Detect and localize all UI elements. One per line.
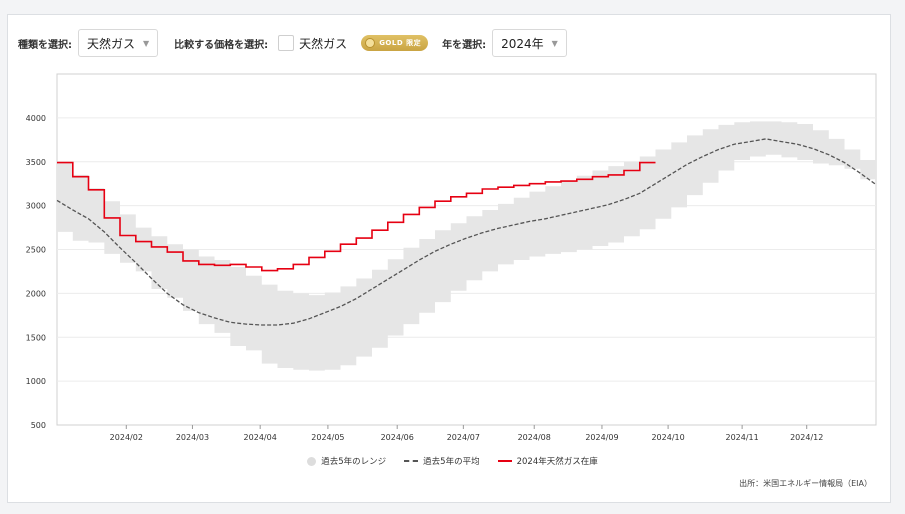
legend-avg[interactable]: 過去5年の平均 bbox=[404, 455, 480, 467]
current-swatch-icon bbox=[497, 460, 512, 462]
y-tick-label: 2000 bbox=[26, 289, 46, 298]
year-select[interactable]: 2024年 ▼ bbox=[492, 29, 567, 57]
y-tick-label: 3500 bbox=[26, 158, 46, 167]
avg-line bbox=[56, 138, 877, 326]
y-tick-label: 1000 bbox=[26, 377, 46, 386]
type-label: 種類を選択: bbox=[18, 39, 72, 51]
x-tick-label: 2024/02 bbox=[110, 433, 143, 442]
range-band bbox=[57, 121, 876, 371]
y-tick-label: 500 bbox=[31, 421, 46, 430]
year-select-value: 2024年 bbox=[501, 36, 544, 51]
type-select-value: 天然ガス bbox=[87, 36, 136, 51]
legend-range[interactable]: 過去5年のレンジ bbox=[307, 455, 386, 467]
compare-label: 比較する価格を選択: bbox=[174, 39, 269, 51]
coin-icon bbox=[365, 38, 376, 48]
x-tick-label: 2024/04 bbox=[244, 433, 277, 442]
y-tick-label: 3000 bbox=[26, 202, 46, 211]
gold-badge-label: GOLD 限定 bbox=[379, 39, 422, 47]
avg-swatch-icon bbox=[404, 460, 419, 462]
x-tick-label: 2024/08 bbox=[518, 433, 551, 442]
x-tick-label: 2024/11 bbox=[726, 433, 759, 442]
x-tick-label: 2024/05 bbox=[311, 433, 344, 442]
range-swatch-icon bbox=[307, 456, 317, 466]
year-label: 年を選択: bbox=[442, 39, 487, 51]
legend-current[interactable]: 2024年天然ガス在庫 bbox=[497, 455, 598, 467]
compare-checkbox[interactable] bbox=[278, 35, 295, 51]
x-tick-label: 2024/10 bbox=[651, 433, 684, 442]
legend-current-label: 2024年天然ガス在庫 bbox=[516, 457, 598, 467]
y-tick-label: 2500 bbox=[26, 246, 46, 255]
y-tick-label: 1500 bbox=[26, 333, 46, 342]
x-tick-label: 2024/09 bbox=[585, 433, 618, 442]
x-tick-label: 2024/03 bbox=[176, 433, 209, 442]
x-tick-label: 2024/12 bbox=[790, 433, 823, 442]
x-tick-label: 2024/07 bbox=[447, 433, 480, 442]
type-select[interactable]: 天然ガス ▼ bbox=[78, 29, 159, 57]
x-tick-label: 2024/06 bbox=[381, 433, 414, 442]
compare-value: 天然ガス bbox=[299, 36, 348, 51]
gold-badge: GOLD 限定 bbox=[361, 35, 429, 51]
y-tick-label: 4000 bbox=[26, 114, 46, 123]
chevron-down-icon: ▼ bbox=[551, 38, 558, 48]
chart-legend: 過去5年のレンジ 過去5年の平均 2024年天然ガス在庫 bbox=[0, 455, 905, 467]
legend-avg-label: 過去5年の平均 bbox=[423, 457, 480, 467]
chevron-down-icon: ▼ bbox=[143, 38, 150, 48]
source-note: 出所：米国エネルギー情報局（EIA） bbox=[739, 479, 872, 488]
legend-range-label: 過去5年のレンジ bbox=[321, 457, 387, 467]
controls-bar: 種類を選択: 天然ガス ▼ 比較する価格を選択: 天然ガス GOLD 限定 年を… bbox=[18, 28, 567, 58]
current-line bbox=[57, 161, 656, 272]
